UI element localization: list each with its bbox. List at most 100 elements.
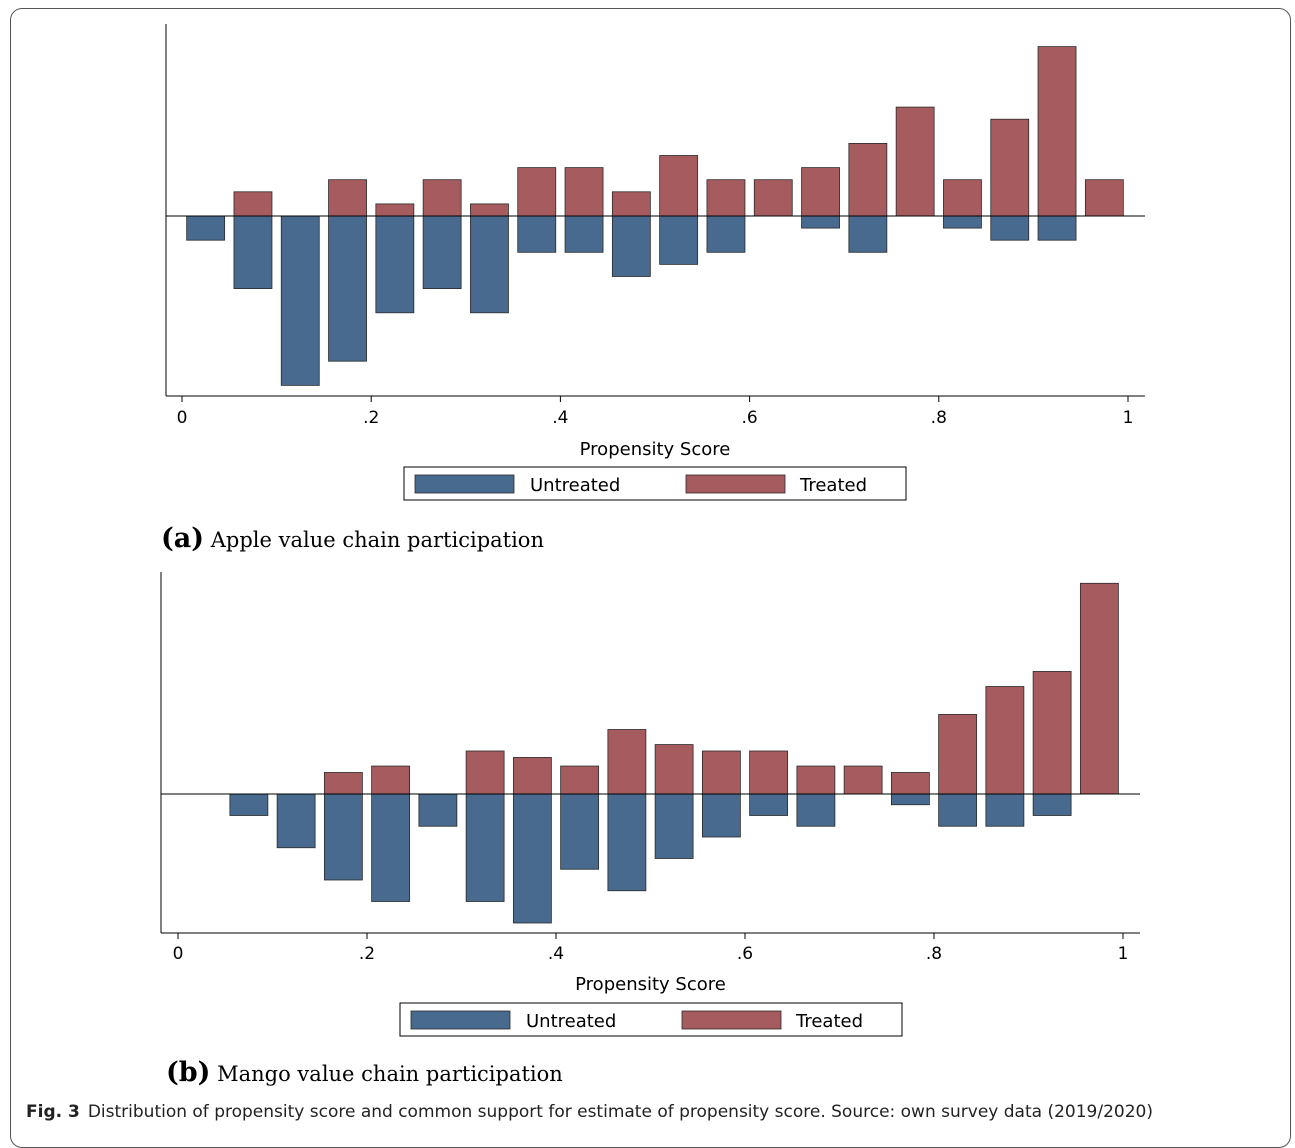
- panel-a-caption: (a) Apple value chain participation: [161, 523, 544, 554]
- treated-bar-6: [465, 750, 505, 795]
- treated-bar-18: [1032, 671, 1072, 795]
- treated-bar-3: [323, 772, 363, 795]
- figure-caption: Fig. 3 Distribution of propensity score a…: [26, 1102, 1153, 1122]
- treated-bar-14: [843, 765, 883, 795]
- panel-b-letter: (b): [166, 1057, 211, 1088]
- untreated-bar-10: [654, 793, 694, 859]
- untreated-bar-3: [328, 215, 367, 362]
- treated-bar-17: [990, 118, 1030, 217]
- treated-bar-19: [1079, 582, 1119, 795]
- untreated-bar-10: [659, 215, 699, 265]
- untreated-bar-16: [938, 793, 978, 827]
- untreated-bar-17: [985, 793, 1025, 827]
- panel-b-caption: (b) Mango value chain participation: [166, 1057, 563, 1088]
- legend-label-untreated: Untreated: [530, 475, 620, 496]
- treated-bar-7: [512, 757, 552, 795]
- x-axis-title: Propensity Score: [575, 974, 726, 995]
- treated-bar-17: [985, 686, 1025, 795]
- untreated-bar-5: [422, 215, 462, 289]
- treated-bar-15: [890, 772, 930, 795]
- untreated-bar-1: [233, 215, 273, 289]
- x-tick-label: 1: [1123, 408, 1134, 428]
- legend-swatch-treated: [681, 1010, 782, 1030]
- legend-box: [403, 466, 907, 501]
- x-tick-label: .2: [363, 408, 379, 428]
- treated-bar-13: [796, 765, 836, 795]
- panel-b-caption-text: Mango value chain participation: [217, 1062, 563, 1086]
- treated-bar-5: [422, 179, 462, 217]
- treated-bar-11: [706, 179, 746, 217]
- legend-swatch-untreated: [410, 1010, 511, 1030]
- treated-bar-3: [328, 179, 367, 217]
- treated-bar-18: [1037, 46, 1077, 217]
- treated-bar-7: [517, 167, 557, 217]
- treated-bar-15: [895, 106, 935, 217]
- legend-label-treated: Treated: [799, 475, 867, 496]
- legend-label-treated: Treated: [795, 1011, 863, 1032]
- untreated-bar-4: [375, 215, 415, 314]
- x-axis-title: Propensity Score: [580, 439, 731, 460]
- treated-bar-4: [371, 765, 411, 795]
- legend: Untreated Treated: [399, 1002, 903, 1037]
- figure-label: Fig. 3: [26, 1102, 80, 1122]
- untreated-bar-17: [990, 215, 1030, 241]
- untreated-bar-5: [418, 793, 458, 827]
- untreated-bar-11: [706, 215, 746, 253]
- untreated-bar-6: [465, 793, 505, 902]
- treated-bar-14: [848, 142, 888, 217]
- x-tick-label: 0: [177, 408, 188, 428]
- untreated-bar-8: [560, 793, 600, 870]
- treated-bar-10: [659, 155, 699, 217]
- panel-b-chart: 0 .2 .4 .6 .8 1 Propensity Score Untreated Treat…: [160, 572, 1140, 1037]
- untreated-bar-11: [701, 793, 741, 838]
- treated-bar-9: [607, 729, 647, 795]
- x-tick-label: 0: [173, 944, 184, 964]
- figure-caption-text: Distribution of propensity score and com…: [87, 1102, 1153, 1122]
- treated-bar-10: [654, 744, 694, 795]
- untreated-bar-6: [470, 215, 509, 314]
- treated-bar-12: [753, 179, 793, 217]
- untreated-bar-14: [848, 215, 888, 253]
- treated-bar-11: [701, 750, 741, 795]
- untreated-bar-18: [1037, 215, 1077, 241]
- untreated-bar-12: [749, 793, 789, 816]
- legend-label-untreated: Untreated: [526, 1011, 616, 1032]
- untreated-bar-16: [943, 215, 982, 229]
- treated-bar-16: [943, 179, 982, 217]
- treated-bar-8: [560, 765, 600, 795]
- untreated-bar-7: [517, 215, 557, 253]
- x-tick-label: .4: [552, 408, 568, 428]
- untreated-bar-9: [611, 215, 651, 277]
- treated-bar-16: [938, 714, 978, 795]
- untreated-bar-2: [280, 215, 320, 386]
- untreated-bar-15: [890, 793, 930, 806]
- legend-swatch-treated: [685, 474, 786, 494]
- untreated-bar-9: [607, 793, 647, 892]
- x-tick-label: 1: [1118, 944, 1129, 964]
- untreated-bar-7: [512, 793, 552, 924]
- panel-a-chart: 0 .2 .4 .6 .8 1 Propensity Score Untreated Treat…: [165, 24, 1145, 501]
- treated-bar-19: [1084, 179, 1124, 217]
- x-tick-label: .6: [737, 944, 753, 964]
- treated-bar-4: [375, 203, 415, 217]
- legend: Untreated Treated: [403, 466, 907, 501]
- untreated-bar-2: [276, 793, 316, 849]
- treated-bar-13: [801, 167, 840, 217]
- legend-swatch-untreated: [414, 474, 515, 494]
- treated-bar-1: [233, 191, 273, 217]
- treated-bar-9: [611, 191, 651, 217]
- untreated-bar-8: [564, 215, 604, 253]
- untreated-bar-3: [323, 793, 363, 881]
- treated-bar-6: [470, 203, 509, 217]
- untreated-bar-13: [796, 793, 836, 827]
- untreated-bar-18: [1032, 793, 1072, 816]
- x-tick-label: .6: [741, 408, 757, 428]
- panel-a-caption-text: Apple value chain participation: [210, 528, 544, 552]
- x-tick-label: .8: [931, 408, 947, 428]
- treated-bar-12: [749, 750, 789, 795]
- x-tick-label: .8: [926, 944, 942, 964]
- untreated-bar-13: [801, 215, 840, 229]
- x-tick-label: .2: [359, 944, 375, 964]
- panel-a-letter: (a): [161, 523, 205, 554]
